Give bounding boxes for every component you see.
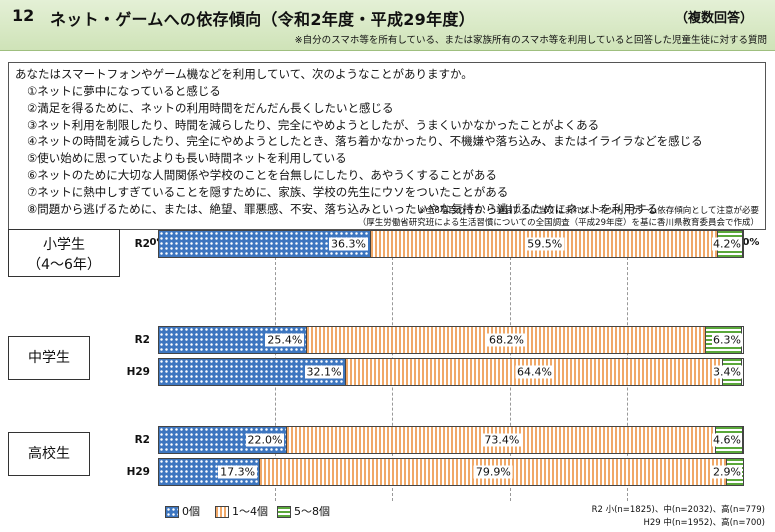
group-label-junior-high: 中学生: [8, 336, 90, 380]
bar-segment: [159, 427, 288, 453]
value-label: 6.3%: [712, 333, 742, 347]
group-label-line: 高校生: [28, 446, 70, 462]
question-box: あなたはスマートフォンやゲーム機などを利用していて、次のようなことがありますか。…: [8, 62, 766, 230]
legend-swatch: [215, 506, 229, 518]
group-label-line: 小学生: [43, 237, 85, 253]
question-item: ⑦ネットに熱中しすぎていることを隠すために、家族、学校の先生にウソをついたことが…: [27, 184, 509, 199]
value-label: 68.2%: [486, 333, 526, 347]
value-label: 17.3%: [218, 465, 258, 479]
row-label: R2: [134, 238, 150, 250]
question-items: ①ネットに夢中になっていると感じる ②満足を得るために、ネットの利用時間をだんだ…: [27, 83, 703, 217]
source-footnote: （厚生労働省研究班による生活習慣についての全国調査（平成29年度）を基に香川県教…: [357, 218, 759, 228]
target-note: ※自分のスマホ等を所有している、または家族所有のスマホ等を利用していると回答した…: [294, 35, 767, 46]
question-item: ③ネット利用を制限したり、時間を減らしたり、完全にやめようとしたが、うまくいかな…: [27, 117, 600, 132]
legend-label: 5～8個: [294, 505, 330, 518]
value-label: 22.0%: [245, 433, 285, 447]
bar-segment: [159, 459, 261, 485]
section-number: 12: [12, 6, 35, 25]
value-label: 25.4%: [265, 333, 305, 347]
question-item: ①ネットに夢中になっていると感じる: [27, 84, 221, 98]
stacked-bar: 32.1% 64.4% 3.4%: [158, 358, 744, 386]
question-item: ⑤使い始めに思っていたよりも長い時間ネットを利用している: [27, 151, 347, 166]
legend-item: 0個: [165, 503, 200, 519]
stacked-bar: 36.3% 59.5% 4.2%: [158, 230, 744, 258]
x-tick-label: 100%: [728, 237, 760, 248]
value-label: 59.5%: [525, 237, 565, 251]
row-label: R2: [134, 434, 150, 446]
row-label: R2: [134, 334, 150, 346]
question-item: ②満足を得るために、ネットの利用時間をだんだん長くしたいと感じる: [27, 100, 394, 115]
legend-swatch: [277, 506, 291, 518]
value-label: 73.4%: [482, 433, 522, 447]
value-label: 36.3%: [329, 237, 368, 251]
value-label: 32.1%: [304, 365, 344, 379]
legend-label: 0個: [182, 505, 200, 518]
multiple-answer-tag: （複数回答）: [674, 11, 753, 26]
question-item: ⑥ネットのために大切な人間関係や学校のことを台無しにしたり、あやうくすることがあ…: [27, 167, 497, 182]
value-label: 4.2%: [712, 237, 742, 251]
section-title: ネット・ゲームへの依存傾向（令和2年度・平成29年度）: [50, 10, 476, 29]
criteria-footnote: ※全8項目のうち、5項目以上に当てはまれば、ネット・ゲーム依存傾向として注意が必…: [418, 206, 759, 216]
question-item: ④ネットの時間を減らしたり、完全にやめようとしたとき、落ち着かなかったり、不機嫌…: [27, 134, 703, 149]
legend-label: 1～4個: [232, 505, 268, 518]
legend-swatch: [165, 506, 179, 518]
bar-segment: [159, 327, 308, 353]
value-label: 79.9%: [473, 465, 513, 479]
legend-item: 5～8個: [277, 503, 330, 519]
group-label-line: 中学生: [28, 350, 70, 366]
row-label: H29: [126, 366, 150, 378]
sample-size-note: H29 中(n=1952)、高(n=700): [643, 518, 765, 528]
row-label: H29: [126, 466, 150, 478]
legend-item: 1～4個: [215, 503, 268, 519]
question-item: ⑧問題から逃げるために、または、絶望、罪悪感、不安、落ち込みといったいやな気持か…: [27, 201, 658, 216]
question-intro: あなたはスマートフォンやゲーム機などを利用していて、次のようなことがありますか。: [15, 67, 473, 81]
value-label: 64.4%: [515, 365, 554, 379]
section-header: 12 ネット・ゲームへの依存傾向（令和2年度・平成29年度） （複数回答） ※自…: [0, 0, 775, 51]
stacked-bar: 25.4% 68.2% 6.3%: [158, 326, 744, 354]
stacked-bar: 22.0% 73.4% 4.6%: [158, 426, 744, 454]
group-label-line: （4～6年）: [27, 257, 101, 273]
sample-size-note: R2 小(n=1825)、中(n=2032)、高(n=779): [591, 505, 765, 515]
value-label: 3.4%: [712, 365, 742, 379]
group-label-elementary: 小学生 （4～6年）: [8, 229, 120, 277]
value-label: 4.6%: [712, 433, 742, 447]
group-label-high-school: 高校生: [8, 432, 90, 476]
value-label: 2.9%: [712, 465, 742, 479]
stacked-bar: 17.3% 79.9% 2.9%: [158, 458, 744, 486]
